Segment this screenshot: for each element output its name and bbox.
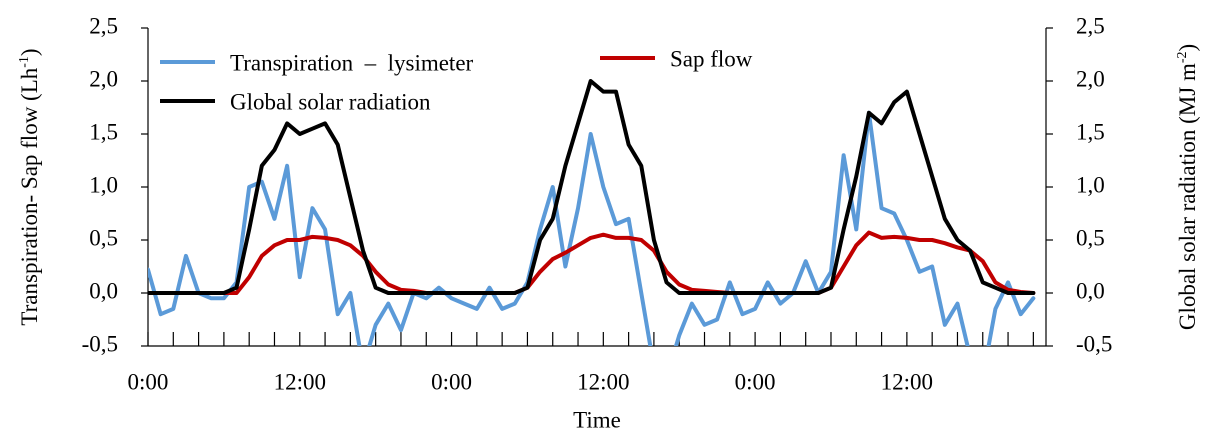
y-axis-title: Transpiration- Sap flow (Lh-1) (17, 48, 43, 325)
series-line (148, 110, 1036, 346)
y2-axis-title-part: -2 (1175, 51, 1190, 63)
y2-axis-title-part: Global solar radiation (MJ m (1175, 63, 1200, 330)
y-tick-label: 2,0 (89, 66, 118, 91)
y-tick-label: 0,5 (89, 225, 118, 250)
x-tick-label: 12:00 (274, 369, 326, 394)
y2-tick-label: 0,5 (1076, 225, 1105, 250)
y2-tick-label: 1,5 (1076, 119, 1105, 144)
y2-tick-label: -0,5 (1076, 331, 1112, 356)
series-line (148, 79, 1036, 295)
x-tick-label: 12:00 (577, 369, 629, 394)
y2-tick-label: 2,0 (1076, 66, 1105, 91)
x-tick-label: 0:00 (431, 369, 472, 394)
y-tick-label: 1,5 (89, 119, 118, 144)
legend-label: Sap flow (670, 46, 753, 71)
plot-area (148, 79, 1036, 346)
y-tick-label: 2,5 (89, 13, 118, 38)
y-axis-title-part: -1 (17, 56, 32, 68)
y2-tick-label: 2,5 (1076, 13, 1105, 38)
legend-label: Global solar radiation (230, 89, 431, 114)
y2-tick-label: 0,0 (1076, 278, 1105, 303)
y-tick-label: 1,0 (89, 172, 118, 197)
y2-tick-label: 1,0 (1076, 172, 1105, 197)
x-tick-label: 0:00 (735, 369, 776, 394)
legend-label: Transpiration – lysimeter (230, 50, 474, 75)
x-tick-label: 0:00 (128, 369, 169, 394)
y-axis-title-part: Transpiration- Sap flow (Lh (17, 67, 42, 325)
y2-axis-title: Global solar radiation (MJ m-2) (1175, 44, 1201, 330)
y2-axis-title-part: ) (1175, 44, 1200, 52)
x-axis-title: Time (573, 407, 621, 432)
y-axis-title-part: ) (17, 48, 42, 56)
y-tick-label: -0,5 (82, 331, 118, 356)
y-tick-label: 0,0 (89, 278, 118, 303)
series-line (148, 230, 1036, 295)
x-tick-label: 12:00 (881, 369, 933, 394)
